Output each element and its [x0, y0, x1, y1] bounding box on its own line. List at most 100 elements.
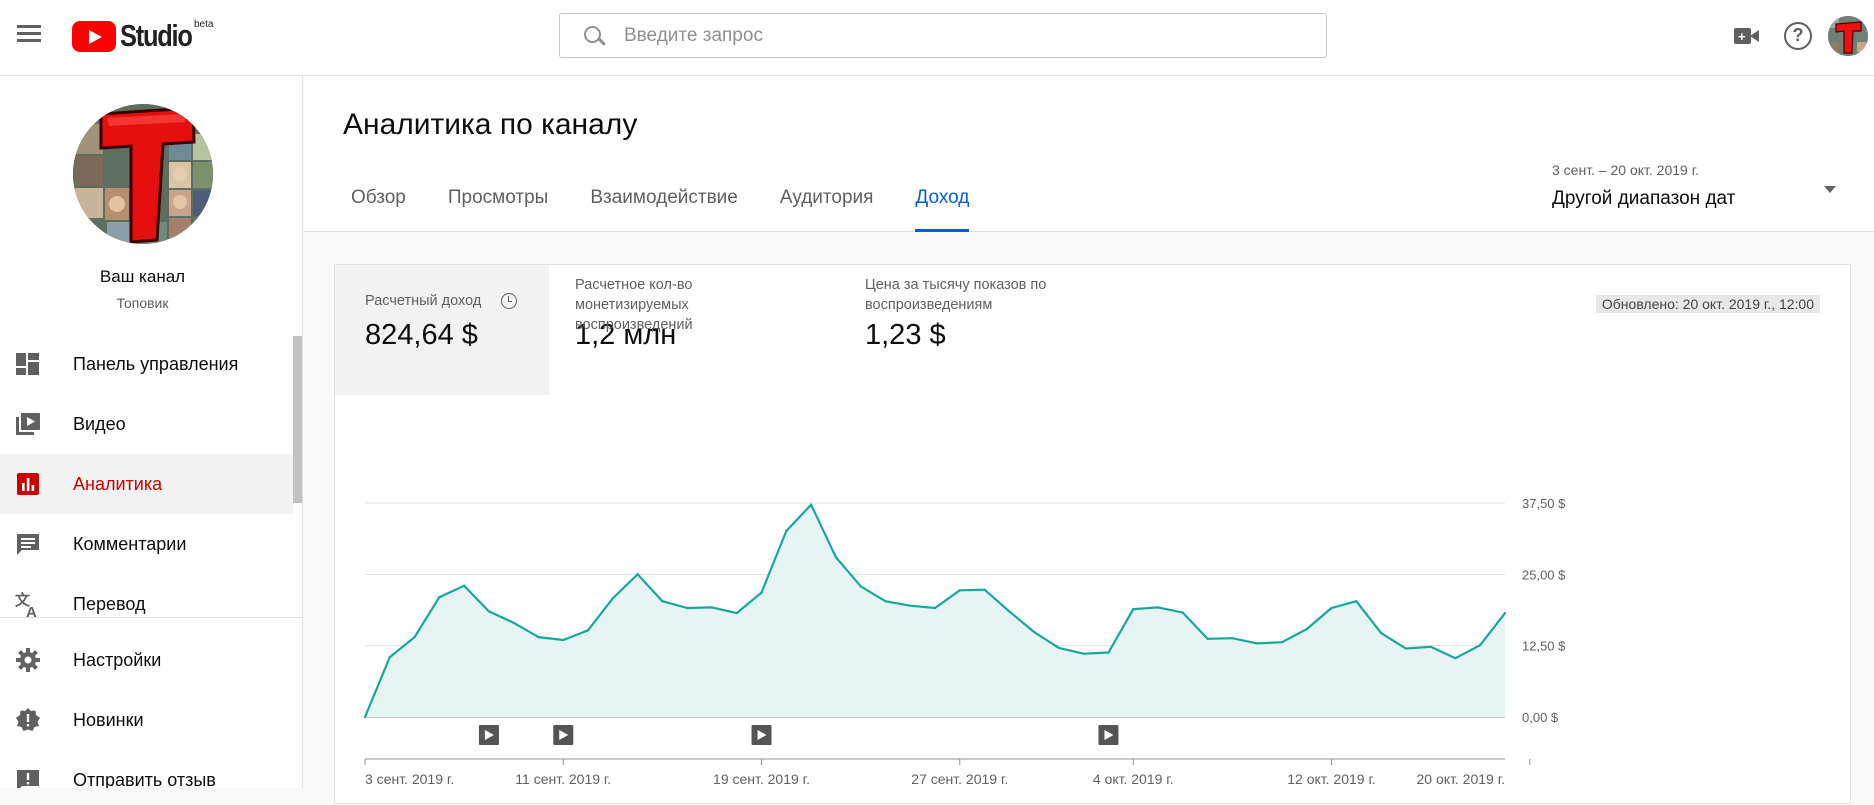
- sidebar-item-video[interactable]: Видео: [0, 394, 293, 454]
- y-tick-label: 12,50 $: [1522, 639, 1566, 654]
- sidebar-item-label: Перевод: [73, 593, 146, 614]
- data-point: [438, 595, 441, 599]
- youtube-studio-logo[interactable]: Studio beta: [72, 18, 213, 54]
- page-title: Аналитика по каналу: [343, 108, 638, 141]
- whats-new-icon: [16, 708, 40, 731]
- data-point: [462, 584, 466, 587]
- metric-value: 1,23 $: [865, 319, 946, 351]
- data-point: [760, 591, 763, 594]
- data-point: [363, 715, 367, 719]
- data-point: [1429, 645, 1432, 649]
- data-point: [1503, 611, 1507, 615]
- data-point: [884, 599, 887, 603]
- avatar[interactable]: [1828, 16, 1868, 56]
- data-point: [388, 655, 391, 659]
- revenue-card: Расчетный доход 824,64 $ 1,2 млн Расчетн…: [334, 264, 1851, 804]
- channel-avatar[interactable]: [73, 104, 213, 244]
- video-library-icon: [16, 413, 40, 435]
- data-point: [586, 629, 590, 632]
- sidebar-item-label: Аналитика: [73, 473, 163, 494]
- y-tick-label: 37,50 $: [1522, 496, 1566, 511]
- search-box[interactable]: [559, 13, 1327, 58]
- data-point: [983, 588, 986, 591]
- data-point: [611, 597, 615, 600]
- comments-icon: [17, 534, 39, 555]
- sidebar-item-settings[interactable]: Настройки: [0, 630, 293, 690]
- sidebar-item-translate[interactable]: 文 A Перевод: [0, 574, 293, 634]
- analytics-tabs: Обзор Просмотры Взаимодействие Аудитория…: [330, 180, 990, 232]
- svg-text:文: 文: [15, 591, 31, 609]
- tab-overview[interactable]: Обзор: [351, 187, 406, 208]
- sidebar-item-whats-new[interactable]: Новинки: [0, 690, 293, 750]
- sidebar-item-feedback[interactable]: Отправить отзыв: [0, 750, 293, 788]
- sidebar-item-analytics[interactable]: Аналитика: [0, 454, 293, 514]
- video-marker-icon[interactable]: [1098, 725, 1119, 745]
- metric-value: 1,2 млн: [575, 319, 677, 351]
- video-marker-icon[interactable]: [478, 725, 499, 745]
- translate-icon: 文 A: [15, 591, 37, 618]
- data-point: [1181, 611, 1185, 614]
- sidebar-divider: [0, 617, 302, 618]
- metric-estimated-revenue[interactable]: Расчетный доход 824,64 $: [335, 265, 549, 395]
- data-point: [1355, 599, 1358, 603]
- data-point: [1255, 642, 1259, 645]
- logo-text: Studio: [120, 18, 193, 53]
- help-icon[interactable]: ?: [1784, 22, 1812, 50]
- revenue-area: [365, 504, 1505, 717]
- metric-label: Расчетное кол-во монетизируемых воспроиз…: [575, 277, 693, 333]
- data-point: [1454, 657, 1457, 660]
- data-point: [958, 589, 961, 592]
- data-point: [1206, 637, 1209, 641]
- data-point: [785, 529, 788, 533]
- data-point: [685, 606, 689, 610]
- metric-monetized-playbacks[interactable]: 1,2 млн Расчетное кол-во монетизируемых …: [549, 265, 839, 395]
- date-range-label: Другой диапазон дат: [1552, 188, 1736, 209]
- data-point: [1231, 637, 1234, 640]
- analytics-header: Аналитика по каналу Обзор Просмотры Взаи…: [304, 76, 1874, 232]
- sidebar-item-label: Панель управления: [73, 353, 239, 374]
- top-bar: Studio beta + ?: [0, 0, 1874, 76]
- tab-revenue[interactable]: Доход: [894, 180, 990, 232]
- video-marker-icon[interactable]: [553, 725, 574, 745]
- create-video-icon[interactable]: +: [1734, 27, 1760, 45]
- channel-subtitle: Топовик: [116, 295, 169, 311]
- data-point: [636, 573, 639, 576]
- date-range-selector[interactable]: 3 сент. – 20 окт. 2019 г. Другой диапазо…: [1552, 162, 1852, 210]
- data-point: [809, 503, 813, 506]
- data-point: [834, 556, 838, 559]
- data-point: [1107, 651, 1110, 654]
- date-range-sub: 3 сент. – 20 окт. 2019 г.: [1552, 162, 1699, 178]
- sidebar-item-label: Новинки: [73, 709, 144, 730]
- search-input[interactable]: [624, 24, 1274, 47]
- data-point: [859, 585, 862, 588]
- chevron-down-icon[interactable]: [1824, 186, 1836, 193]
- sidebar-item-label: Комментарии: [73, 533, 187, 554]
- svg-text:A: A: [26, 604, 37, 618]
- metric-playback-cpm[interactable]: Цена за тысячу показов по воспроизведени…: [849, 265, 1149, 395]
- video-marker-icon[interactable]: [751, 725, 772, 745]
- data-point: [562, 638, 565, 642]
- metric-label: Расчетный доход: [365, 293, 482, 309]
- logo-beta-badge: beta: [194, 19, 214, 30]
- y-tick-label: 25,00 $: [1522, 567, 1566, 582]
- sidebar-item-dashboard[interactable]: Панель управления: [0, 334, 293, 394]
- revenue-chart[interactable]: 3 сент. 2019 г. 11 сент. 2019 г. 19 сент. …: [335, 395, 1850, 805]
- sidebar-scrollbar[interactable]: [293, 336, 302, 503]
- data-point: [537, 635, 540, 639]
- tab-views[interactable]: Просмотры: [447, 187, 549, 208]
- search-icon[interactable]: [582, 24, 606, 48]
- x-tick-label: 20 окт. 2019 г.: [1417, 771, 1506, 787]
- data-point: [1479, 643, 1482, 647]
- youtube-play-icon: [72, 20, 116, 52]
- data-point: [710, 606, 714, 609]
- top-icons: + ?: [1734, 14, 1874, 58]
- tab-audience[interactable]: Аудитория: [779, 187, 874, 208]
- y-tick-label: 0,00 $: [1522, 710, 1559, 725]
- data-point: [1280, 641, 1284, 644]
- x-tick-label: 19 сент. 2019 г.: [713, 771, 810, 787]
- data-point: [1132, 607, 1135, 611]
- tab-engagement[interactable]: Взаимодействие: [590, 187, 738, 208]
- menu-icon[interactable]: [14, 22, 44, 52]
- x-tick-label: 3 сент. 2019 г.: [365, 771, 454, 787]
- sidebar-item-comments[interactable]: Комментарии: [0, 514, 293, 574]
